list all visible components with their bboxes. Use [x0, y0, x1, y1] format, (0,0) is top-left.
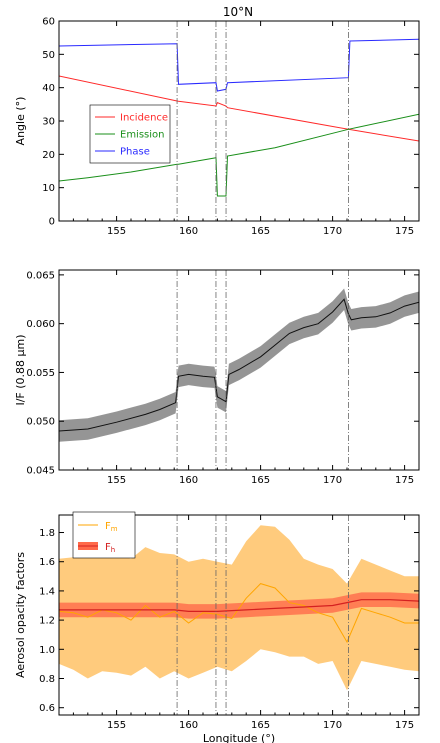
x-tick-label: 170: [323, 720, 342, 731]
x-tick-label: 165: [251, 475, 270, 486]
x-axis-label: Longitude (°): [203, 732, 275, 743]
series-line-1: [59, 75, 419, 142]
y-tick-label: 30: [42, 117, 55, 128]
series-line-2: [59, 599, 419, 613]
x-tick-label: 165: [251, 226, 270, 237]
series-line-3: [59, 38, 419, 92]
y-tick-label: 1.6: [39, 557, 55, 568]
y-tick-label: 20: [42, 150, 55, 161]
legend-box: [72, 511, 136, 559]
y-tick-label: 0.050: [26, 417, 55, 428]
x-tick-label: 155: [107, 226, 126, 237]
legend-label: Incidence: [120, 113, 168, 124]
y-tick-label: 1.2: [39, 616, 55, 627]
series-line-2: [59, 113, 419, 197]
y-axis-label: I/F (0.88 μm): [14, 334, 27, 405]
x-tick-label: 175: [395, 720, 414, 731]
x-tick-label: 175: [395, 475, 414, 486]
y-tick-label: 40: [42, 83, 55, 94]
series-line-1: [59, 583, 419, 644]
y-tick-label: 1.8: [39, 528, 55, 539]
y-tick-label: 0.045: [26, 466, 55, 477]
y-tick-label: 0.065: [26, 270, 55, 281]
x-tick-label: 170: [323, 226, 342, 237]
legend-label: Phase: [120, 147, 150, 158]
y-tick-label: 50: [42, 50, 55, 61]
panel-3: 155 160 165 170 175 0.6 0.8 1.0 1.2 1.4 1.6 1.8 Aero…: [14, 511, 420, 743]
y-tick-label: 1.4: [39, 586, 55, 597]
plot-area: [59, 515, 419, 715]
axes-frame: [58, 514, 420, 716]
y-tick-label: 0: [49, 217, 55, 228]
series-band-1: [59, 288, 419, 442]
y-tick-label: 0.6: [39, 703, 55, 714]
plot-area: [59, 21, 419, 221]
y-tick-label: 0.060: [26, 319, 55, 330]
series-band-2: [59, 592, 419, 619]
x-tick-label: 160: [179, 475, 198, 486]
y-tick-label: 1.0: [39, 645, 55, 656]
x-tick-label: 170: [323, 475, 342, 486]
panels: 155 160 165 170 175 0 10 20 30 40 50 60 Angle (°) Inc…: [14, 17, 420, 743]
y-tick-label: 0.8: [39, 674, 55, 685]
legend-label: Fh: [105, 542, 115, 554]
x-tick-label: 155: [107, 475, 126, 486]
legend-label-sub: m: [111, 525, 118, 533]
figure-title: 10°N: [223, 5, 253, 19]
x-tick-label: 160: [179, 226, 198, 237]
y-axis-label: Aerosol opacity factors: [14, 552, 27, 678]
y-tick-label: 0.055: [26, 368, 55, 379]
legend-label: Emission: [120, 130, 165, 141]
panel-2: 155 160 165 170 175 0.045 0.050 0.055 0.060 0.065…: [14, 269, 420, 486]
y-axis-label: Angle (°): [14, 97, 27, 146]
plot-area: [59, 270, 419, 470]
y-tick-label: 10: [42, 183, 55, 194]
x-tick-label: 155: [107, 720, 126, 731]
x-tick-label: 175: [395, 226, 414, 237]
panel-1: 155 160 165 170 175 0 10 20 30 40 50 60 Angle (°) Inc…: [14, 17, 420, 237]
series-line-1: [59, 298, 419, 432]
x-tick-label: 160: [179, 720, 198, 731]
legend: Incidence Emission Phase: [89, 104, 171, 164]
axes-frame: [58, 269, 420, 471]
y-tick-label: 60: [42, 17, 55, 28]
x-tick-label: 165: [251, 720, 270, 731]
legend-label-sub: h: [111, 546, 115, 554]
